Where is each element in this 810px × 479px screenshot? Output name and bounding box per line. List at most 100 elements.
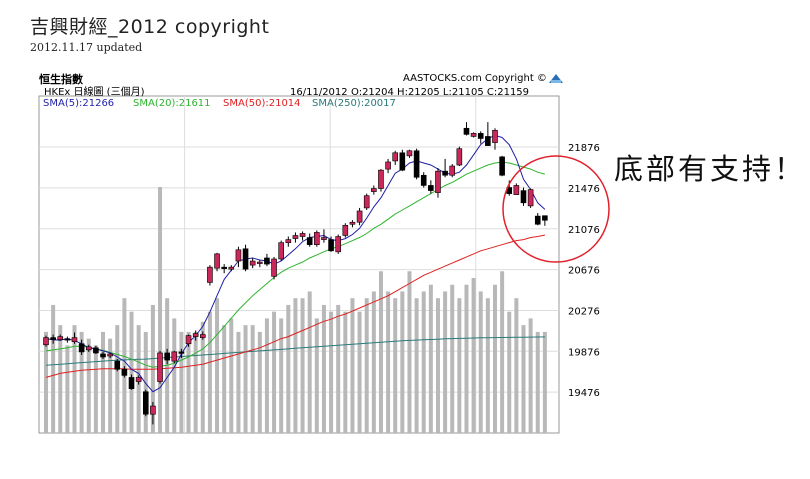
candle	[43, 335, 49, 347]
volume-bar	[443, 291, 448, 433]
volume-bar	[286, 304, 291, 433]
volume-bar	[207, 311, 212, 433]
candle	[157, 350, 163, 384]
volume-bar	[535, 331, 540, 433]
y-tick-label: 19876	[568, 347, 600, 358]
volume-bar	[514, 298, 519, 433]
chart-date: 16/11/2012	[290, 87, 348, 98]
volume-bar	[343, 311, 348, 433]
candle	[249, 257, 256, 269]
chart-title: 恒生指數	[39, 72, 83, 86]
candle	[100, 351, 106, 360]
candle	[513, 183, 520, 195]
volume-bar	[414, 298, 419, 433]
volume-bar	[108, 338, 113, 433]
candle	[278, 240, 284, 262]
volume-bar	[65, 345, 70, 433]
candle	[342, 223, 349, 238]
volume-bar	[464, 284, 469, 433]
candle	[178, 348, 185, 359]
candle	[93, 345, 99, 354]
page-title: 吉興財經_2012 copyright	[30, 16, 270, 38]
volume-bar	[371, 291, 376, 433]
volume-bar	[428, 284, 433, 433]
annotation-text: 底部有支持！	[614, 152, 807, 186]
volume-bar	[314, 318, 319, 433]
volume-bar	[393, 298, 398, 433]
annotation-circle	[502, 155, 610, 263]
candle	[242, 244, 249, 272]
candle	[321, 229, 327, 243]
volume-bar	[236, 331, 241, 433]
volume-bar	[528, 318, 533, 433]
volume-bar	[101, 331, 106, 433]
candle	[534, 213, 541, 226]
candle	[470, 132, 477, 138]
candle	[371, 185, 377, 195]
candle	[214, 252, 220, 272]
candle	[492, 128, 498, 150]
candle	[399, 149, 406, 172]
volume-bar	[507, 311, 512, 433]
volume-bar	[143, 331, 148, 433]
candle	[78, 339, 85, 355]
candle	[520, 187, 527, 206]
candle	[328, 236, 334, 252]
candle	[527, 188, 534, 208]
candle	[378, 169, 384, 192]
candle	[349, 220, 356, 228]
volume-bar	[257, 331, 262, 433]
chart-subtitle: HKEx 日線圖 (三個月)	[44, 85, 145, 98]
chart-ohlc: O:21204 H:21205 L:21105 C:21159	[351, 87, 529, 98]
volume-bar	[51, 304, 56, 433]
sma5-line	[45, 134, 546, 393]
volume-bar	[179, 331, 184, 433]
y-tick-label: 19476	[568, 388, 600, 399]
candle	[71, 332, 78, 344]
volume-bar	[329, 311, 334, 433]
candle	[64, 336, 71, 343]
candlesticks	[43, 122, 548, 425]
volume-bar	[492, 284, 497, 433]
sma-label: SMA(50):21014	[223, 98, 301, 109]
volume-bar	[471, 277, 476, 433]
volume-bar	[293, 298, 298, 433]
candle	[363, 193, 370, 210]
candle	[142, 389, 149, 417]
volume-bar	[364, 298, 369, 433]
candle	[356, 207, 363, 226]
volume-bar	[122, 298, 127, 433]
volume-bar	[350, 298, 355, 433]
volume-bar	[129, 311, 134, 433]
candle	[228, 265, 235, 272]
candle	[449, 164, 456, 178]
candle	[285, 236, 292, 247]
candle	[420, 172, 427, 188]
volume-bar	[193, 331, 198, 433]
candle	[428, 180, 434, 194]
volume-bar	[58, 325, 63, 433]
volume-bar	[229, 318, 234, 433]
volume-bar	[357, 311, 362, 433]
sma250-line	[45, 336, 545, 366]
candle	[306, 233, 313, 247]
candle	[335, 234, 341, 254]
candle	[392, 150, 399, 166]
volume-bar	[450, 284, 455, 433]
candle	[185, 334, 192, 347]
candle	[171, 350, 178, 364]
volume-bar	[485, 298, 490, 433]
volume-bar	[300, 298, 305, 433]
volume-bar	[542, 331, 547, 433]
sma-label: SMA(250):20017	[312, 98, 396, 109]
volume-bar	[279, 318, 284, 433]
volume-bar	[500, 271, 505, 433]
candle	[114, 359, 121, 372]
sma20-line	[45, 161, 546, 368]
sma-label: SMA(20):21611	[133, 98, 211, 109]
volume-bar	[336, 304, 341, 433]
volume-bar	[321, 304, 326, 433]
y-tick-label: 21076	[568, 225, 600, 236]
candle	[85, 344, 92, 352]
